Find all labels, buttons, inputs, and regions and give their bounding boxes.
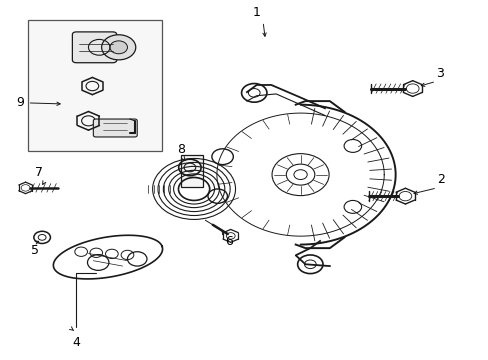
Bar <box>27 21 161 151</box>
Text: 5: 5 <box>31 244 39 257</box>
Text: 6: 6 <box>225 234 233 248</box>
Text: 3: 3 <box>435 67 443 80</box>
FancyBboxPatch shape <box>72 32 117 63</box>
FancyBboxPatch shape <box>93 119 137 137</box>
Text: 1: 1 <box>252 6 260 19</box>
Text: 2: 2 <box>436 174 444 186</box>
Text: 9: 9 <box>16 96 24 109</box>
Text: 4: 4 <box>72 336 80 349</box>
Text: 7: 7 <box>35 166 42 179</box>
Bar <box>181 155 203 187</box>
Text: 8: 8 <box>177 143 185 156</box>
Circle shape <box>110 41 127 54</box>
Circle shape <box>102 35 136 60</box>
